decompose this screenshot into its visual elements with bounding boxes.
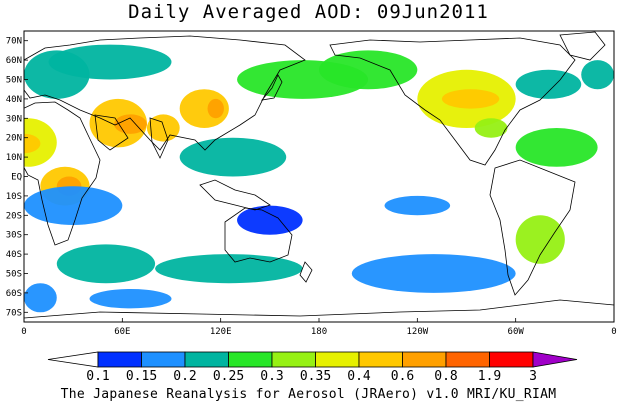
lat-tick-label: 30N: [6, 114, 22, 124]
coastline-africa: [24, 101, 101, 246]
aod-region-15: [474, 118, 508, 138]
lon-tick-label: 120E: [210, 327, 232, 337]
aod-region-19: [515, 69, 582, 99]
colorbar-label: 0.25: [213, 369, 244, 384]
coastline-indonesia: [199, 179, 271, 211]
colorbar-label: 0.8: [434, 369, 457, 384]
aod-region-26: [581, 60, 614, 90]
aod-region-8: [207, 98, 224, 119]
colorbar-label: 3: [529, 369, 537, 384]
lon-tick-label: 60E: [114, 327, 130, 337]
lat-tick-label: 20N: [6, 134, 22, 144]
lat-tick-label: EQ: [11, 173, 22, 183]
lat-tick-label: 70S: [6, 308, 22, 318]
aod-region-20: [515, 215, 565, 264]
coastline-south-america: [489, 159, 576, 296]
colorbar-swatch: [445, 351, 490, 368]
lat-tick-label: 50N: [6, 76, 22, 86]
lat-tick-label: 60N: [6, 56, 22, 66]
lat-tick-label: 60S: [6, 289, 22, 299]
aod-region-24: [384, 195, 451, 216]
lat-tick-label: 10S: [6, 192, 22, 202]
lon-tick-label: 180: [311, 327, 327, 337]
aod-region-21: [56, 244, 156, 284]
aod-region-22: [155, 254, 303, 284]
colorbar-low-arrow: [47, 351, 99, 368]
coastline-australia: [224, 207, 293, 263]
lon-tick-label: 60W: [508, 327, 525, 337]
latitude-axis: 70N 60N 50N 40N 30N 20N 10N EQ 10S 20S 30S 40S 50S 60…: [6, 37, 28, 318]
aod-region-17: [319, 50, 418, 90]
coastline-arabia: [94, 114, 129, 151]
aod-region-7: [179, 89, 229, 128]
lat-tick-label: 40S: [6, 250, 22, 260]
aod-region-27: [24, 283, 57, 313]
colorbar-label: 0.1: [86, 369, 109, 384]
colorbar-label: 0.15: [126, 369, 157, 384]
coastline-japan: [261, 74, 283, 101]
aod-region-25: [237, 205, 303, 235]
colorbar-swatch: [141, 351, 186, 368]
map-title: Daily Averaged AOD: 09Jun2011: [128, 1, 489, 23]
colorbar-label: 0.3: [260, 369, 283, 384]
credit-line: The Japanese Reanalysis for Aerosol (JRA…: [60, 387, 557, 402]
aod-region-28: [89, 289, 172, 309]
coastlines: [24, 31, 614, 319]
aod-region-1: [48, 44, 172, 80]
colorbar-label: 0.6: [391, 369, 414, 384]
aod-region-3: [24, 133, 41, 154]
colorbar-swatch: [97, 351, 142, 368]
lat-tick-label: 50S: [6, 270, 22, 280]
aod-region-23: [351, 254, 516, 293]
lat-tick-label: 10N: [6, 153, 22, 163]
colorbar-swatch: [489, 351, 534, 368]
colorbar-swatch: [315, 351, 360, 368]
aod-region-2: [24, 118, 57, 167]
colorbar-swatch: [402, 351, 447, 368]
lat-tick-label: 20S: [6, 211, 22, 221]
colorbar-swatch: [271, 351, 316, 368]
lat-tick-label: 40N: [6, 95, 22, 105]
aod-region-11: [24, 186, 123, 225]
lat-tick-label: 30S: [6, 231, 22, 241]
coastline-antarctica: [24, 299, 614, 319]
longitude-axis: 0 60E 120E 180 120W 60W 0: [21, 318, 617, 337]
colorbar-swatch: [184, 351, 229, 368]
colorbar: 0.1 0.15 0.2 0.25 0.3 0.35 0.4 0.6 0.8 1.9 3: [47, 351, 578, 384]
aod-region-6: [146, 114, 180, 142]
colorbar-swatch: [228, 351, 273, 368]
aod-field-layer: [24, 44, 614, 313]
coastline-india: [149, 117, 169, 159]
coastline-new-zealand: [299, 261, 313, 283]
coastline-eurasia: [24, 35, 306, 151]
aod-region-18: [515, 127, 598, 167]
coastline-greenland: [559, 31, 606, 61]
lon-tick-label: 120W: [406, 327, 428, 337]
colorbar-swatch: [358, 351, 403, 368]
colorbar-label: 0.2: [173, 369, 196, 384]
lat-tick-label: 70N: [6, 37, 22, 47]
colorbar-label: 0.35: [300, 369, 331, 384]
aod-region-12: [179, 137, 287, 177]
colorbar-label: 1.9: [478, 369, 501, 384]
colorbar-label: 0.4: [347, 369, 371, 384]
aod-region-14: [441, 89, 500, 109]
coastline-north-america: [329, 37, 576, 166]
colorbar-high-arrow: [532, 351, 578, 368]
lon-tick-label: 0: [611, 327, 616, 337]
lon-tick-label: 0: [21, 327, 26, 337]
